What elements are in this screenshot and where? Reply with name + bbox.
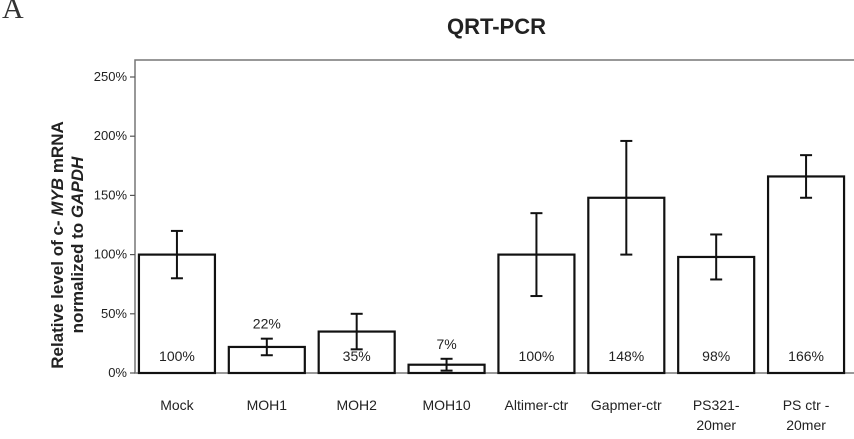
data-label: 35% — [343, 348, 371, 364]
x-tick-label: MOH1 — [247, 397, 288, 413]
panel-label: A — [2, 0, 24, 25]
y-tick-label: 100% — [94, 247, 128, 262]
bar — [766, 175, 846, 375]
data-label: 100% — [159, 348, 195, 364]
x-tick-label: PS ctr - — [783, 397, 830, 413]
y-tick-label: 250% — [94, 69, 128, 84]
x-tick-label: PS321- — [693, 397, 740, 413]
data-label: 7% — [436, 336, 456, 352]
plot-frame — [134, 59, 854, 374]
y-tick-label: 150% — [94, 187, 128, 202]
data-label: 148% — [608, 348, 644, 364]
x-tick-label: 20mer — [696, 417, 736, 433]
x-tick-label: Altimer-ctr — [505, 397, 569, 413]
data-label: 98% — [702, 348, 730, 364]
x-tick-label: MOH2 — [336, 397, 377, 413]
data-label: 22% — [253, 316, 281, 332]
data-label: 100% — [519, 348, 555, 364]
x-tick-label: 20mer — [786, 417, 826, 433]
chart-title: QRT-PCR — [447, 14, 546, 39]
x-tick-label: Gapmer-ctr — [591, 397, 662, 413]
y-tick-label: 0% — [108, 365, 127, 380]
x-tick-label: MOH10 — [422, 397, 470, 413]
data-label: 166% — [788, 348, 824, 364]
y-tick-label: 200% — [94, 128, 128, 143]
x-tick-label: Mock — [160, 397, 194, 413]
y-tick-label: 50% — [101, 306, 127, 321]
